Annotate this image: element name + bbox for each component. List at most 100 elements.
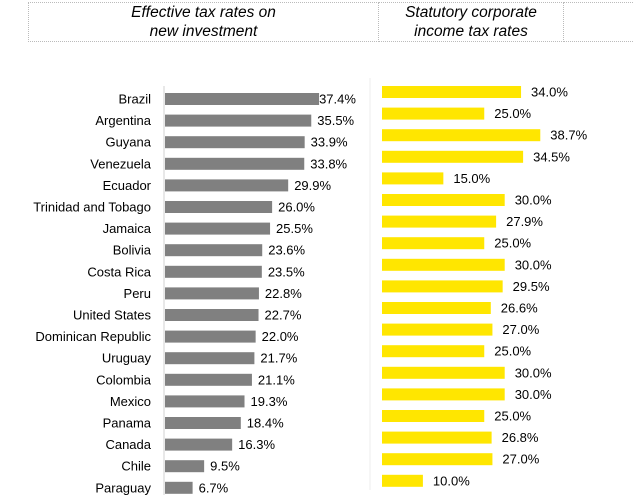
statutory-bar-10 [382,302,491,314]
statutory-bar-14 [382,388,505,401]
statutory-bar-7 [382,237,485,250]
effective-bar-7 [165,244,263,257]
statutory-value-label-16: 26.8% [502,430,539,445]
statutory-bar-11 [382,323,493,336]
statutory-value-label-13: 30.0% [515,365,552,380]
effective-value-label-11: 22.0% [262,329,299,344]
effective-value-label-7: 23.6% [268,243,305,258]
header-statutory-tax-text: Statutory corporate income tax rates [405,4,537,40]
category-label-10: United States [73,308,152,323]
category-label-1: Argentina [95,113,151,128]
statutory-value-label-1: 25.0% [494,106,531,121]
category-label-7: Bolivia [113,243,152,258]
statutory-bar-9 [382,280,503,293]
effective-bar-17 [165,460,205,473]
effective-bar-13 [165,373,252,386]
statutory-bar-8 [382,258,505,271]
effective-bar-14 [165,395,245,408]
statutory-bar-1 [382,107,485,120]
effective-bar-1 [165,114,312,127]
effective-value-label-6: 25.5% [276,221,313,236]
effective-bar-9 [165,287,259,300]
effective-value-label-9: 22.8% [265,286,302,301]
effective-value-label-1: 35.5% [317,113,354,128]
category-label-3: Venezuela [90,156,151,171]
statutory-value-label-18: 10.0% [433,473,470,488]
statutory-bar-13 [382,366,505,379]
statutory-value-label-11: 27.0% [502,322,539,337]
statutory-bar-6 [382,215,497,228]
category-label-12: Uruguay [102,351,152,366]
statutory-value-label-9: 29.5% [513,279,550,294]
effective-value-label-0: 37.4% [319,92,356,107]
statutory-bar-5 [382,194,505,206]
category-label-13: Colombia [96,372,152,387]
effective-value-label-18: 6.7% [199,480,229,495]
category-label-14: Mexico [110,394,151,409]
statutory-bar-4 [382,172,444,185]
effective-bar-11 [165,330,256,343]
effective-bar-2 [165,136,305,149]
category-label-5: Trinidad and Tobago [33,200,151,215]
statutory-value-label-5: 30.0% [515,193,552,208]
statutory-bar-2 [382,129,541,142]
statutory-value-label-12: 25.0% [494,344,531,359]
category-label-8: Costa Rica [87,264,151,279]
effective-value-label-3: 33.8% [310,156,347,171]
statutory-value-label-2: 38.7% [550,128,587,143]
effective-bar-10 [165,309,259,321]
effective-bar-12 [165,352,255,365]
effective-value-label-13: 21.1% [258,372,295,387]
statutory-bar-0 [382,86,522,98]
category-label-4: Ecuador [103,178,152,193]
effective-bar-5 [165,201,273,213]
effective-bar-3 [165,157,305,170]
effective-value-label-8: 23.5% [268,264,305,279]
statutory-value-label-8: 30.0% [515,257,552,272]
statutory-value-label-10: 26.6% [501,301,538,316]
category-label-6: Jamaica [103,221,152,236]
effective-bar-18 [165,481,193,494]
category-label-16: Canada [105,437,151,452]
statutory-bar-15 [382,410,485,422]
header-effective-tax-text: Effective tax rates on new investment [131,4,276,40]
statutory-value-label-3: 34.5% [533,149,570,164]
header-statutory-tax: Statutory corporate income tax rates [378,2,564,42]
effective-bar-15 [165,417,241,429]
statutory-bar-16 [382,431,492,444]
header-empty-cell [563,2,633,42]
statutory-value-label-15: 25.0% [494,409,531,424]
category-label-9: Peru [124,286,151,301]
effective-value-label-17: 9.5% [210,459,240,474]
statutory-value-label-6: 27.9% [506,214,543,229]
category-label-11: Dominican Republic [35,329,151,344]
effective-value-label-15: 18.4% [247,416,284,431]
effective-bar-8 [165,265,262,278]
effective-value-label-14: 19.3% [251,394,288,409]
effective-value-label-5: 26.0% [278,200,315,215]
statutory-bar-17 [382,453,493,466]
effective-value-label-16: 16.3% [238,437,275,452]
statutory-value-label-17: 27.0% [502,452,539,467]
statutory-bar-3 [382,150,524,163]
effective-value-label-10: 22.7% [265,308,302,323]
statutory-value-label-14: 30.0% [515,387,552,402]
header-effective-tax: Effective tax rates on new investment [28,2,379,42]
category-label-15: Panama [103,416,152,431]
effective-bar-4 [165,179,289,192]
statutory-bar-12 [382,345,485,358]
statutory-value-label-4: 15.0% [453,171,490,186]
statutory-value-label-7: 25.0% [494,236,531,251]
effective-bar-16 [165,438,233,451]
effective-bar-6 [165,222,271,235]
category-label-17: Chile [121,459,151,474]
effective-value-label-12: 21.7% [260,351,297,366]
category-label-18: Paraguay [95,480,151,495]
effective-value-label-4: 29.9% [294,178,331,193]
statutory-value-label-0: 34.0% [531,85,568,100]
effective-bar-0 [165,93,320,105]
category-label-0: Brazil [118,92,151,107]
effective-value-label-2: 33.9% [311,135,348,150]
category-label-2: Guyana [105,135,151,150]
